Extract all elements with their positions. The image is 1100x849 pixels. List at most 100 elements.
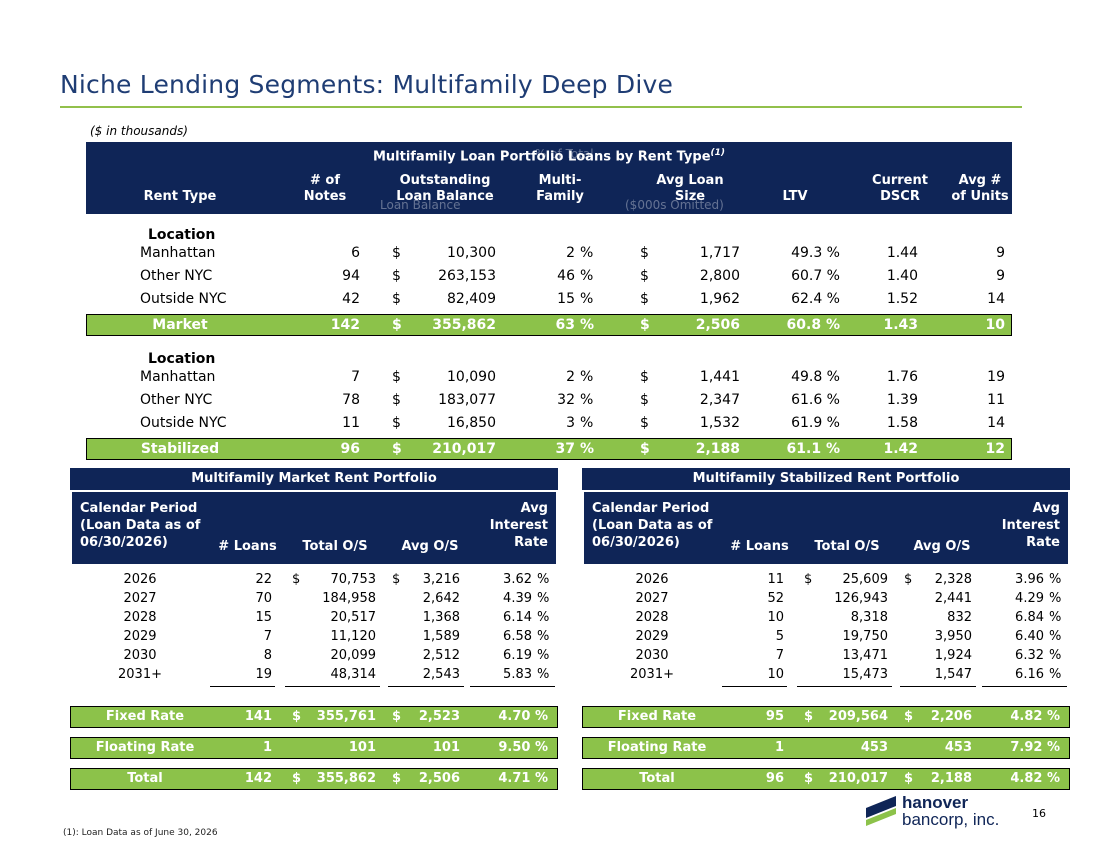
rent-table-title-bar — [86, 142, 1012, 164]
row-name: Manhattan — [140, 245, 216, 261]
row-ltv: 62.4 % — [791, 291, 840, 307]
column-underline — [388, 686, 464, 687]
row-rate: 5.83 — [503, 667, 532, 682]
dollar-sign: $ — [640, 369, 649, 385]
header-avg-rate: Avg Interest Rate — [489, 501, 548, 550]
row-total-os: 8,318 — [850, 610, 888, 625]
row-total-os: 25,609 — [842, 572, 889, 587]
row-units: 14 — [987, 291, 1005, 307]
row-pct: 15 — [557, 291, 575, 307]
hanover-bancorp-logo: hanover bancorp, inc. — [866, 793, 999, 829]
row-notes: 7 — [351, 369, 360, 385]
pct-sign: % — [537, 591, 550, 606]
summary-avg-os: 2,523 — [418, 709, 460, 724]
total-pct: 37 — [555, 441, 575, 457]
row-year: 2031+ — [630, 667, 674, 682]
row-avg-os: 1,547 — [934, 667, 972, 682]
row-notes: 94 — [342, 268, 360, 284]
row-year: 2027 — [123, 591, 157, 606]
total-balance: 355,862 — [432, 317, 496, 333]
group-total-bar — [86, 314, 1012, 336]
logo-mark-green — [866, 808, 896, 826]
dollar-sign: $ — [640, 291, 649, 307]
page-title: Niche Lending Segments: Multifamily Deep… — [60, 70, 674, 99]
group-label: Location — [148, 351, 216, 367]
row-balance: 263,153 — [438, 268, 496, 284]
row-rate: 6.84 — [1015, 610, 1044, 625]
row-total-os: 184,958 — [322, 591, 376, 606]
header-calendar-period: Calendar Period (Loan Data as of 06/30/202… — [592, 501, 713, 550]
header-units: Avg # of Units — [951, 173, 1009, 204]
summary-total-os: 101 — [348, 740, 376, 755]
total-avg-loan: 2,188 — [695, 441, 740, 457]
pct-sign: % — [537, 667, 550, 682]
total-ltv: 61.1 % — [786, 441, 840, 457]
row-ltv: 61.6 % — [791, 392, 840, 408]
logo-line1: hanover — [902, 793, 969, 812]
group-total-bar — [86, 438, 1012, 460]
row-total-os: 11,120 — [330, 629, 377, 644]
summary-label: Total — [127, 771, 163, 786]
total-balance: 210,017 — [432, 441, 496, 457]
units-note: ($ in thousands) — [90, 124, 188, 138]
dollar-sign: $ — [392, 291, 401, 307]
summary-bar — [70, 706, 558, 728]
row-ltv: 60.7 % — [791, 268, 840, 284]
row-total-os: 15,473 — [842, 667, 889, 682]
row-balance: 82,409 — [447, 291, 496, 307]
row-avg-os: 1,589 — [422, 629, 460, 644]
header-ltv: LTV — [782, 189, 808, 204]
row-avg-os: 832 — [947, 610, 972, 625]
header-calendar-period: Calendar Period (Loan Data as of 06/30/202… — [80, 501, 201, 550]
total-pct: 63 — [555, 317, 575, 333]
summary-bar — [582, 768, 1070, 790]
row-loans: 7 — [263, 629, 272, 644]
page-number: 16 — [1032, 807, 1046, 820]
row-pct: 2 — [566, 369, 575, 385]
row-balance: 10,090 — [447, 369, 496, 385]
summary-rate: 4.70 % — [498, 709, 548, 724]
column-underline — [722, 686, 787, 687]
summary-label: Fixed Rate — [617, 709, 697, 724]
dollar-sign: $ — [392, 369, 401, 385]
row-notes: 78 — [342, 392, 360, 408]
panel-header-bar — [584, 492, 1068, 564]
pct-sign: % — [580, 291, 594, 307]
row-balance: 183,077 — [438, 392, 496, 408]
row-avg-loan: 1,532 — [699, 415, 740, 431]
total-dscr: 1.42 — [883, 441, 918, 457]
summary-label: Total — [639, 771, 675, 786]
summary-avg-os: 101 — [432, 740, 460, 755]
logo-mark-navy — [866, 796, 896, 818]
total-notes: 96 — [340, 441, 360, 457]
row-dscr: 1.44 — [886, 245, 918, 261]
pct-sign: % — [1049, 667, 1062, 682]
header-notes: # of Notes — [303, 173, 347, 204]
row-year: 2031+ — [118, 667, 162, 682]
row-notes: 6 — [351, 245, 360, 261]
row-total-os: 19,750 — [842, 629, 889, 644]
row-total-os: 20,517 — [330, 610, 377, 625]
row-rate: 4.29 — [1015, 591, 1044, 606]
dollar-sign: $ — [392, 709, 402, 724]
row-avg-loan: 2,347 — [699, 392, 740, 408]
row-notes: 42 — [342, 291, 360, 307]
row-name: Other NYC — [140, 268, 213, 284]
pct-sign: % — [580, 317, 595, 333]
row-total-os: 70,753 — [330, 572, 377, 587]
row-rate: 3.96 — [1015, 572, 1044, 587]
footnote: (1): Loan Data as of June 30, 2026 — [63, 828, 218, 838]
summary-avg-os: 2,188 — [930, 771, 972, 786]
row-dscr: 1.58 — [886, 415, 918, 431]
dollar-sign: $ — [640, 317, 650, 333]
pct-sign: % — [537, 572, 550, 587]
rent-table-title-footnote-marker: (1) — [710, 148, 726, 158]
row-name: Outside NYC — [140, 291, 227, 307]
row-units: 14 — [987, 415, 1005, 431]
header-rent-type: Rent Type — [143, 189, 217, 204]
pct-sign: % — [580, 441, 595, 457]
row-notes: 11 — [342, 415, 360, 431]
rent-table-title: Multifamily Loan Portfolio Loans by Rent… — [372, 148, 726, 165]
dollar-sign: $ — [804, 771, 814, 786]
panel-title: Multifamily Market Rent Portfolio — [191, 471, 437, 486]
